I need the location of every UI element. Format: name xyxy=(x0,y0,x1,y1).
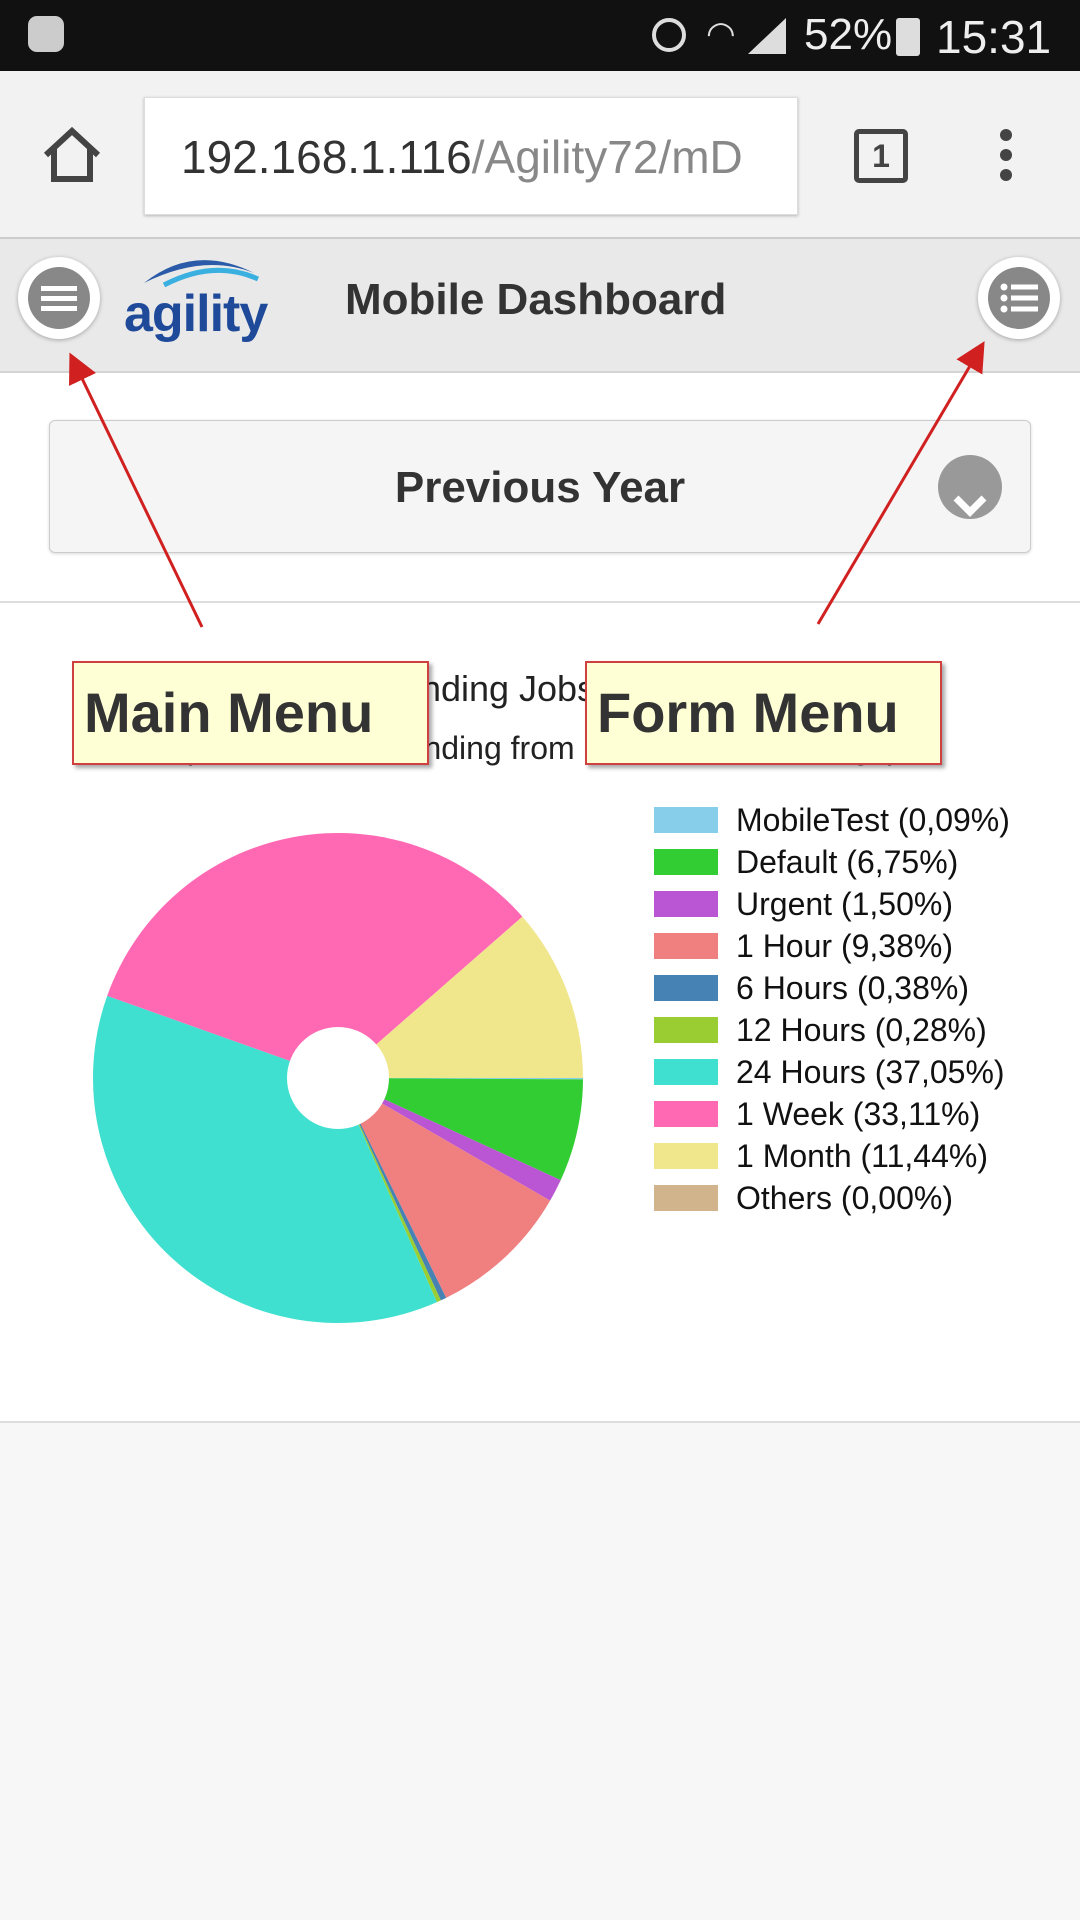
pie-slice-6-hours xyxy=(338,1078,447,1301)
legend-swatch xyxy=(654,975,718,1001)
form-menu-callout: Form Menu xyxy=(585,661,942,765)
agility-logo: agility xyxy=(124,249,268,349)
pie-slice-1-hour xyxy=(338,1078,551,1298)
pie-slice-mobiletest xyxy=(338,1078,583,1080)
pie-chart xyxy=(92,833,583,1323)
legend-label: MobileTest (0,09%) xyxy=(736,801,1010,838)
app-header: agility Mobile Dashboard xyxy=(0,239,1080,373)
pie-slice-urgent xyxy=(338,1078,561,1201)
home-icon[interactable] xyxy=(40,125,104,185)
logo-text: agility xyxy=(124,285,268,343)
list-icon xyxy=(1000,283,1038,313)
legend-label: 24 Hours (37,05%) xyxy=(736,1053,1005,1090)
legend-swatch xyxy=(654,807,718,833)
legend-item: 1 Hour (9,38%) xyxy=(654,926,953,966)
legend-item: 1 Month (11,44%) xyxy=(654,1136,988,1176)
divider xyxy=(0,601,1080,603)
sync-icon xyxy=(28,16,64,52)
legend-swatch xyxy=(654,1017,718,1043)
overflow-menu-icon[interactable] xyxy=(1000,129,1014,181)
legend-label: Urgent (1,50%) xyxy=(736,885,953,922)
legend-label: Others (0,00%) xyxy=(736,1179,953,1216)
pie-slice-default xyxy=(338,1078,583,1181)
main-menu-button[interactable] xyxy=(18,257,100,339)
url-host: 192.168.1.116 xyxy=(181,131,472,183)
legend-label: Default (6,75%) xyxy=(736,843,959,880)
hamburger-icon xyxy=(41,286,77,311)
status-bar: ◠ 52% 15:31 xyxy=(0,0,1080,71)
signal-icon xyxy=(748,18,786,54)
legend-item: 1 Week (33,11%) xyxy=(654,1094,980,1134)
date-range-value: Previous Year xyxy=(394,463,686,512)
browser-toolbar: 192.168.1.116/Agility72/mD 1 xyxy=(0,71,1080,239)
legend-swatch xyxy=(654,1185,718,1211)
donut-hole xyxy=(287,1027,389,1129)
page-title: Mobile Dashboard xyxy=(345,275,727,324)
legend-swatch xyxy=(654,1101,718,1127)
legend-swatch xyxy=(654,1143,718,1169)
legend-swatch xyxy=(654,1059,718,1085)
legend-label: 1 Week (33,11%) xyxy=(736,1095,981,1132)
legend-item: 6 Hours (0,38%) xyxy=(654,968,969,1008)
legend-label: 6 Hours (0,38%) xyxy=(736,969,969,1006)
alarm-icon xyxy=(652,18,686,52)
legend-item: Others (0,00%) xyxy=(654,1178,953,1218)
clock: 15:31 xyxy=(936,11,1052,63)
legend-swatch xyxy=(654,849,718,875)
legend-item: Urgent (1,50%) xyxy=(654,884,953,924)
pie-slice-24-hours xyxy=(92,995,437,1323)
url-path: /Agility72/mD xyxy=(471,131,743,183)
main-menu-arrow xyxy=(69,352,204,628)
battery-icon xyxy=(896,18,920,56)
main-menu-callout: Main Menu xyxy=(72,661,429,765)
battery-percent: 52% xyxy=(804,10,893,59)
legend-item: Default (6,75%) xyxy=(654,842,958,882)
legend-swatch xyxy=(654,933,718,959)
form-menu-arrow xyxy=(816,341,985,625)
url-bar[interactable]: 192.168.1.116/Agility72/mD xyxy=(144,97,798,215)
legend-item: 24 Hours (37,05%) xyxy=(654,1052,1005,1092)
wifi-icon: ◠ xyxy=(706,15,736,53)
form-menu-button[interactable] xyxy=(978,257,1060,339)
date-range-select[interactable]: Previous Year xyxy=(49,420,1031,553)
legend-label: 1 Month (11,44%) xyxy=(736,1137,988,1174)
pie-slice-1-week xyxy=(107,833,523,1078)
chevron-down-icon xyxy=(938,455,1002,519)
pie-slice-12-hours xyxy=(338,1078,441,1303)
tabs-button[interactable]: 1 xyxy=(854,129,908,183)
legend-swatch xyxy=(654,891,718,917)
pie-slice-1-month xyxy=(338,916,583,1078)
legend-item: 12 Hours (0,28%) xyxy=(654,1010,987,1050)
legend-label: 1 Hour (9,38%) xyxy=(736,927,953,964)
annotation-arrows xyxy=(69,341,985,628)
legend-item: MobileTest (0,09%) xyxy=(654,800,1010,840)
wave-icon xyxy=(144,260,260,288)
legend-label: 12 Hours (0,28%) xyxy=(736,1011,987,1048)
